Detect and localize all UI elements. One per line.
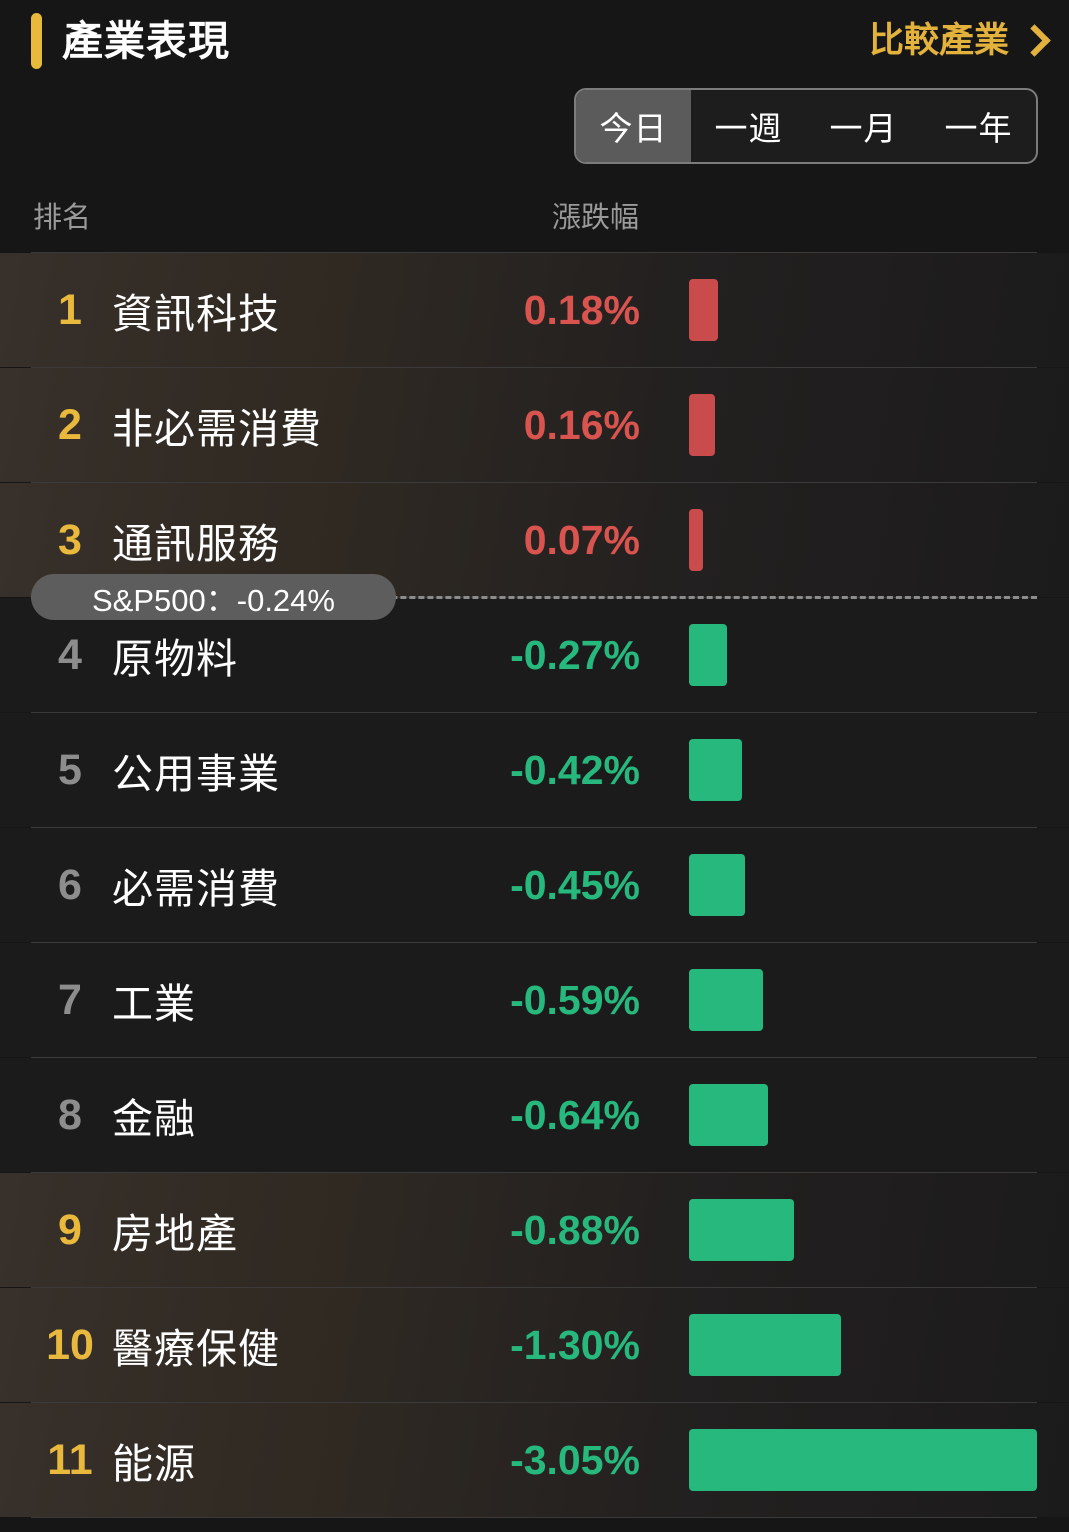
row-bar: [689, 394, 715, 456]
row-rank: 11: [47, 1435, 93, 1484]
row-bar-track: [689, 394, 1037, 456]
table-row[interactable]: 8 金融 -0.64%: [0, 1057, 1069, 1172]
column-header-rank: 排名: [33, 202, 92, 234]
row-change-percent: -3.05%: [510, 1436, 640, 1483]
row-sector-name: 非必需消費: [112, 406, 322, 452]
table-row[interactable]: 9 房地產 -0.88%: [0, 1172, 1069, 1287]
row-bar-track: [689, 739, 1037, 801]
row-change-percent: 0.16%: [523, 401, 640, 448]
row-change-percent: 0.07%: [523, 516, 640, 563]
row-rank: 5: [58, 745, 82, 794]
row-change-percent: -0.42%: [510, 746, 640, 793]
title-accent-bar: [31, 13, 42, 69]
row-bar: [689, 624, 727, 686]
row-bar: [689, 1429, 1037, 1491]
row-bar: [689, 279, 718, 341]
tab-today[interactable]: 今日: [576, 90, 691, 162]
row-sector-name: 房地產: [112, 1211, 238, 1257]
row-bar: [689, 739, 742, 801]
row-change-percent: -0.59%: [510, 976, 640, 1023]
tab-week[interactable]: 一週: [714, 110, 783, 147]
row-rank: 8: [58, 1090, 82, 1139]
table-row[interactable]: 6 必需消費 -0.45%: [0, 827, 1069, 942]
table-row[interactable]: 5 公用事業 -0.42%: [0, 712, 1069, 827]
row-bar: [689, 1199, 794, 1261]
timeframe-tab-group[interactable]: 今日 一週 一月 一年: [574, 88, 1038, 164]
row-sector-name: 通訊服務: [112, 521, 280, 567]
table-row[interactable]: 10 醫療保健 -1.30%: [0, 1287, 1069, 1402]
row-rank: 7: [58, 975, 82, 1024]
row-sector-name: 能源: [112, 1441, 196, 1487]
row-rank: 2: [58, 400, 82, 449]
row-bar-track: [689, 1314, 1037, 1376]
row-rank: 9: [58, 1205, 82, 1254]
chevron-right-icon: [1021, 24, 1043, 58]
row-bar-track: [689, 279, 1037, 341]
row-change-percent: -1.30%: [510, 1321, 640, 1368]
row-bar: [689, 969, 763, 1031]
row-sector-name: 必需消費: [112, 866, 280, 912]
sector-table: 1 資訊科技 0.18% 2 非必需消費 0.16% 3 通訊服務 0.07% S&P500：-0…: [0, 252, 1069, 1518]
row-change-percent: 0.18%: [523, 286, 640, 333]
row-change-percent: -0.64%: [510, 1091, 640, 1138]
row-bar-track: [689, 1429, 1037, 1491]
row-sector-name: 原物料: [112, 636, 238, 682]
row-change-percent: -0.45%: [510, 861, 640, 908]
row-sector-name: 醫療保健: [112, 1326, 280, 1372]
table-row[interactable]: 7 工業 -0.59%: [0, 942, 1069, 1057]
row-change-percent: -0.88%: [510, 1206, 640, 1253]
page-title: 產業表現: [62, 18, 230, 64]
row-bar: [689, 1084, 768, 1146]
header: 產業表現 比較產業: [0, 0, 1069, 82]
row-bar-track: [689, 969, 1037, 1031]
compare-sectors-label: 比較產業: [868, 21, 1009, 60]
row-sector-name: 公用事業: [112, 751, 280, 797]
row-bar-track: [689, 1084, 1037, 1146]
row-rank: 4: [58, 630, 82, 679]
row-bar-track: [689, 624, 1037, 686]
compare-sectors-link[interactable]: 比較產業: [869, 16, 1043, 66]
row-rank: 6: [58, 860, 82, 909]
row-sector-name: 金融: [112, 1096, 196, 1142]
table-row[interactable]: 11 能源 -3.05%: [0, 1402, 1069, 1517]
row-bar-track: [689, 1199, 1037, 1261]
benchmark-label-pill[interactable]: S&P500：-0.24%: [31, 574, 396, 620]
row-sector-name: 工業: [112, 981, 196, 1027]
row-bar: [689, 509, 703, 571]
row-sector-name: 資訊科技: [112, 291, 280, 337]
row-rank: 10: [46, 1320, 94, 1369]
row-bar: [689, 854, 745, 916]
row-bar: [689, 1314, 841, 1376]
row-bar-track: [689, 854, 1037, 916]
tab-year[interactable]: 一年: [944, 110, 1013, 147]
row-change-percent: -0.27%: [510, 631, 640, 678]
row-rank: 3: [58, 515, 82, 564]
tab-month[interactable]: 一月: [829, 110, 898, 147]
table-row[interactable]: 1 資訊科技 0.18%: [0, 252, 1069, 367]
column-headers: 排名 漲跌幅: [0, 196, 1069, 252]
table-bottom-divider: [31, 1517, 1037, 1518]
row-rank: 1: [58, 285, 82, 334]
row-bar-track: [689, 509, 1037, 571]
column-header-change: 漲跌幅: [552, 202, 640, 234]
table-row[interactable]: 2 非必需消費 0.16%: [0, 367, 1069, 482]
